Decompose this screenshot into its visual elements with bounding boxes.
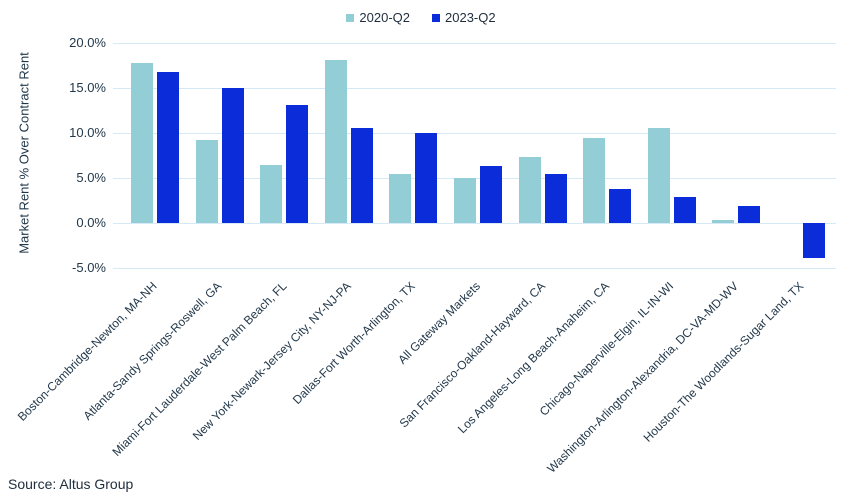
- bar-2020-q2-5: [389, 173, 412, 223]
- gridline: [113, 223, 836, 224]
- bar-2020-q2-10: [712, 220, 735, 223]
- y-tick-label: 20.0%: [69, 35, 106, 50]
- chart-legend: 2020-Q2 2023-Q2: [0, 10, 842, 25]
- bar-2020-q2-8: [583, 138, 606, 223]
- bar-2023-q2-6: [480, 166, 502, 223]
- x-category-label: Dallas-Fort Worth-Arlington, TX: [290, 279, 419, 407]
- bar-2023-q2-8: [609, 188, 632, 223]
- bar-2020-q2-3: [260, 164, 283, 223]
- legend-label-2023-q2: 2023-Q2: [445, 10, 496, 25]
- bar-2023-q2-9: [673, 196, 696, 223]
- bar-2020-q2-4: [324, 60, 347, 223]
- x-category-label: Atlanta-Sandy Springs-Roswell, GA: [80, 279, 225, 423]
- legend-label-2020-q2: 2020-Q2: [359, 10, 410, 25]
- y-axis-title: Market Rent % Over Contract Rent: [16, 52, 32, 254]
- legend-item-2020-q2: 2020-Q2: [346, 10, 410, 25]
- y-tick-label: -5.0%: [72, 260, 106, 275]
- legend-item-2023-q2: 2023-Q2: [432, 10, 496, 25]
- bar-2020-q2-1: [131, 62, 153, 223]
- gridline: [113, 268, 836, 269]
- bar-2020-q2-7: [518, 157, 541, 223]
- gridline: [113, 88, 836, 89]
- gridline: [113, 43, 836, 44]
- bar-2023-q2-3: [286, 105, 309, 223]
- bar-2023-q2-7: [544, 173, 567, 223]
- plot-area: [113, 43, 836, 269]
- y-tick-label: 5.0%: [76, 170, 106, 185]
- x-axis-labels: Boston-Cambridge-Newton, MA-NH Atlanta-Sa…: [15, 279, 836, 489]
- y-tick-label: 15.0%: [69, 80, 106, 95]
- source-note: Source: Altus Group: [8, 476, 134, 492]
- bar-2023-q2-2: [221, 88, 244, 223]
- gridline: [113, 133, 836, 134]
- x-category-label: Chicago-Naperville-Elgin, IL-IN-WI: [537, 279, 677, 419]
- bar-2020-q2-2: [195, 140, 218, 223]
- bar-2023-q2-5: [415, 133, 438, 223]
- legend-swatch-2023-q2-icon: [432, 13, 440, 22]
- y-tick-label: 10.0%: [69, 125, 106, 140]
- x-category-label: Boston-Cambridge-Newton, MA-NH: [15, 279, 160, 424]
- bar-2023-q2-1: [157, 71, 179, 223]
- bar-2020-q2-6: [454, 178, 476, 223]
- legend-swatch-2020-q2-icon: [346, 13, 355, 22]
- bar-2023-q2-4: [350, 127, 373, 223]
- bar-2023-q2-11: [803, 223, 825, 259]
- y-tick-label: 0.0%: [76, 215, 106, 230]
- bar-2020-q2-9: [647, 127, 670, 223]
- bar-2023-q2-10: [738, 205, 761, 223]
